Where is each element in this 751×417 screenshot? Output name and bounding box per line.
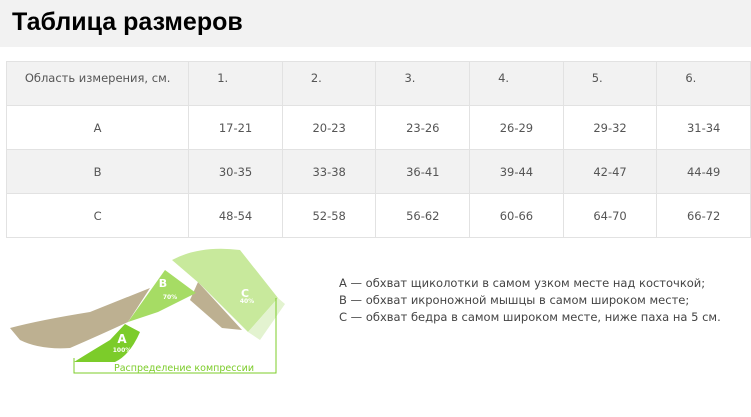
table-cell: 20-23: [281, 105, 377, 150]
table-cell: 42-47: [562, 149, 658, 194]
zone-b-shape: [128, 270, 196, 322]
table-cell: 36-41: [375, 149, 471, 194]
table-cell: A: [5, 105, 190, 150]
diagram-caption: Распределение компрессии: [114, 363, 254, 374]
header-cell: 3.: [375, 61, 471, 106]
header-cell: 4.: [469, 61, 564, 106]
header-cell: 5.: [562, 61, 658, 106]
zone-c-pct: 40%: [240, 298, 254, 305]
table-header-row: Область измерения, см. 1. 2. 3. 4. 5. 6.: [5, 61, 751, 106]
table-cell: B: [5, 149, 190, 194]
size-table: Область измерения, см. 1. 2. 3. 4. 5. 6.…: [5, 61, 751, 238]
table-cell: 64-70: [562, 193, 658, 238]
zone-a-label: A: [117, 332, 127, 346]
table-cell: 44-49: [656, 149, 751, 194]
table-cell: 23-26: [375, 105, 471, 150]
table-cell: 17-21: [188, 105, 283, 150]
table-row: A 17-21 20-23 23-26 26-29 29-32 31-34: [5, 105, 751, 150]
table-cell: 33-38: [281, 149, 377, 194]
table-cell: 52-58: [281, 193, 377, 238]
zone-a-pct: 100%: [113, 347, 132, 354]
legend-item-b: B — обхват икроножной мышцы в самом широ…: [339, 293, 690, 307]
compression-diagram: B 70% C 40% A 100% Распределение компрес…: [10, 248, 285, 374]
legend-item-a: A — обхват щиколотки в самом узком месте…: [339, 276, 706, 290]
table-cell: 26-29: [469, 105, 564, 150]
table-row: C 48-54 52-58 56-62 60-66 64-70 66-72: [5, 193, 751, 238]
header-cell: 6.: [656, 61, 751, 106]
table-cell: 31-34: [656, 105, 751, 150]
legend-item-c: C — обхват бедра в самом широком месте, …: [339, 310, 721, 324]
knee-skin: [190, 282, 242, 330]
zone-b-pct: 70%: [163, 294, 177, 301]
table-cell: 60-66: [469, 193, 564, 238]
table-cell: 48-54: [188, 193, 283, 238]
zone-c-shape: [172, 248, 278, 332]
table-cell: 30-35: [188, 149, 283, 194]
caption-frame: [73, 298, 277, 374]
zone-a-shape: [74, 324, 140, 362]
table-cell: 39-44: [469, 149, 564, 194]
table-row: B 30-35 33-38 36-41 39-44 42-47 44-49: [5, 149, 751, 194]
table-cell: C: [5, 193, 190, 238]
page-header: Таблица размеров: [0, 0, 751, 47]
page-title: Таблица размеров: [12, 8, 243, 36]
table-cell: 56-62: [375, 193, 471, 238]
table-cell: 66-72: [656, 193, 751, 238]
header-cell: 2.: [281, 61, 377, 106]
table-cell: 29-32: [562, 105, 658, 150]
zone-b-label: B: [159, 277, 167, 290]
measurement-legend: A — обхват щиколотки в самом узком месте…: [339, 275, 721, 326]
header-cell: 1.: [188, 61, 283, 106]
header-cell: Область измерения, см.: [5, 61, 190, 106]
zone-c-label: C: [241, 287, 249, 300]
leg-skin: [10, 288, 150, 349]
